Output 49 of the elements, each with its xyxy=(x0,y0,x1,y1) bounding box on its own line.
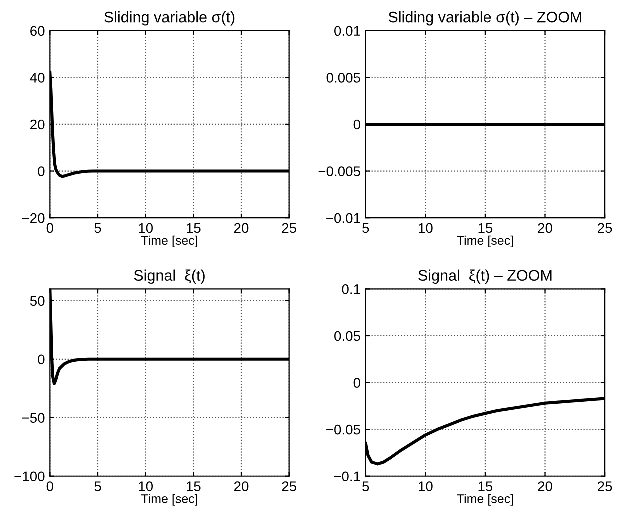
x-tick-label: 15 xyxy=(187,223,201,234)
x-tick-label: 5 xyxy=(362,223,370,234)
x-tick-label: 25 xyxy=(282,482,296,492)
chart-title: Sliding variable σ(t) xyxy=(104,11,235,26)
x-tick-label: 15 xyxy=(478,223,493,234)
x-tick-label: 15 xyxy=(478,482,493,492)
y-tick-label: 0 xyxy=(354,378,360,388)
x-tick-label: 20 xyxy=(538,482,552,492)
x-tick-label: 5 xyxy=(94,482,102,492)
y-tick-label: −100 xyxy=(14,472,45,482)
x-tick-label: 20 xyxy=(234,482,249,492)
chart-title: Signal ξ(t) – ZOOM xyxy=(418,270,552,284)
chart-title: Sliding variable σ(t) – ZOOM xyxy=(388,11,582,26)
x-axis-title: Time [sec] xyxy=(457,494,514,506)
y-tick-label: −20 xyxy=(22,213,45,224)
x-tick-label: 0 xyxy=(46,482,54,492)
x-tick-label: 0 xyxy=(46,223,54,234)
y-tick-label: −0.005 xyxy=(318,166,360,176)
x-tick-label: 20 xyxy=(538,223,552,234)
chart-title: Signal ξ(t) xyxy=(134,270,205,284)
x-tick-label: 5 xyxy=(94,223,102,234)
x-axis-title: Time [sec] xyxy=(141,236,198,248)
x-tick-label: 10 xyxy=(139,223,154,234)
x-tick-label: 10 xyxy=(419,223,433,234)
x-tick-label: 15 xyxy=(187,482,201,492)
y-tick-label: 0 xyxy=(38,166,45,176)
y-tick-label: −50 xyxy=(22,413,45,424)
y-tick-label: 60 xyxy=(30,26,45,36)
y-tick-label: −0.1 xyxy=(334,472,360,482)
y-tick-label: 40 xyxy=(30,73,45,83)
y-tick-label: 0.05 xyxy=(334,331,360,342)
y-tick-label: −0.05 xyxy=(326,424,360,435)
y-tick-label: 20 xyxy=(30,120,45,130)
x-tick-label: 5 xyxy=(362,482,370,492)
y-tick-label: −0.01 xyxy=(326,213,360,224)
y-tick-label: 0.1 xyxy=(342,284,360,294)
x-tick-label: 10 xyxy=(139,482,154,492)
x-tick-label: 25 xyxy=(598,482,612,492)
x-tick-label: 25 xyxy=(598,223,612,234)
x-tick-label: 20 xyxy=(234,223,249,234)
x-tick-label: 25 xyxy=(282,223,296,234)
y-tick-label: 0 xyxy=(38,354,45,365)
y-tick-label: 50 xyxy=(30,296,45,306)
x-tick-label: 10 xyxy=(419,482,433,492)
y-tick-label: 0 xyxy=(354,120,360,130)
y-tick-label: 0.01 xyxy=(334,26,360,36)
x-axis-title: Time [sec] xyxy=(457,236,514,248)
x-axis-title: Time [sec] xyxy=(141,494,198,506)
y-tick-label: 0.005 xyxy=(326,73,360,83)
